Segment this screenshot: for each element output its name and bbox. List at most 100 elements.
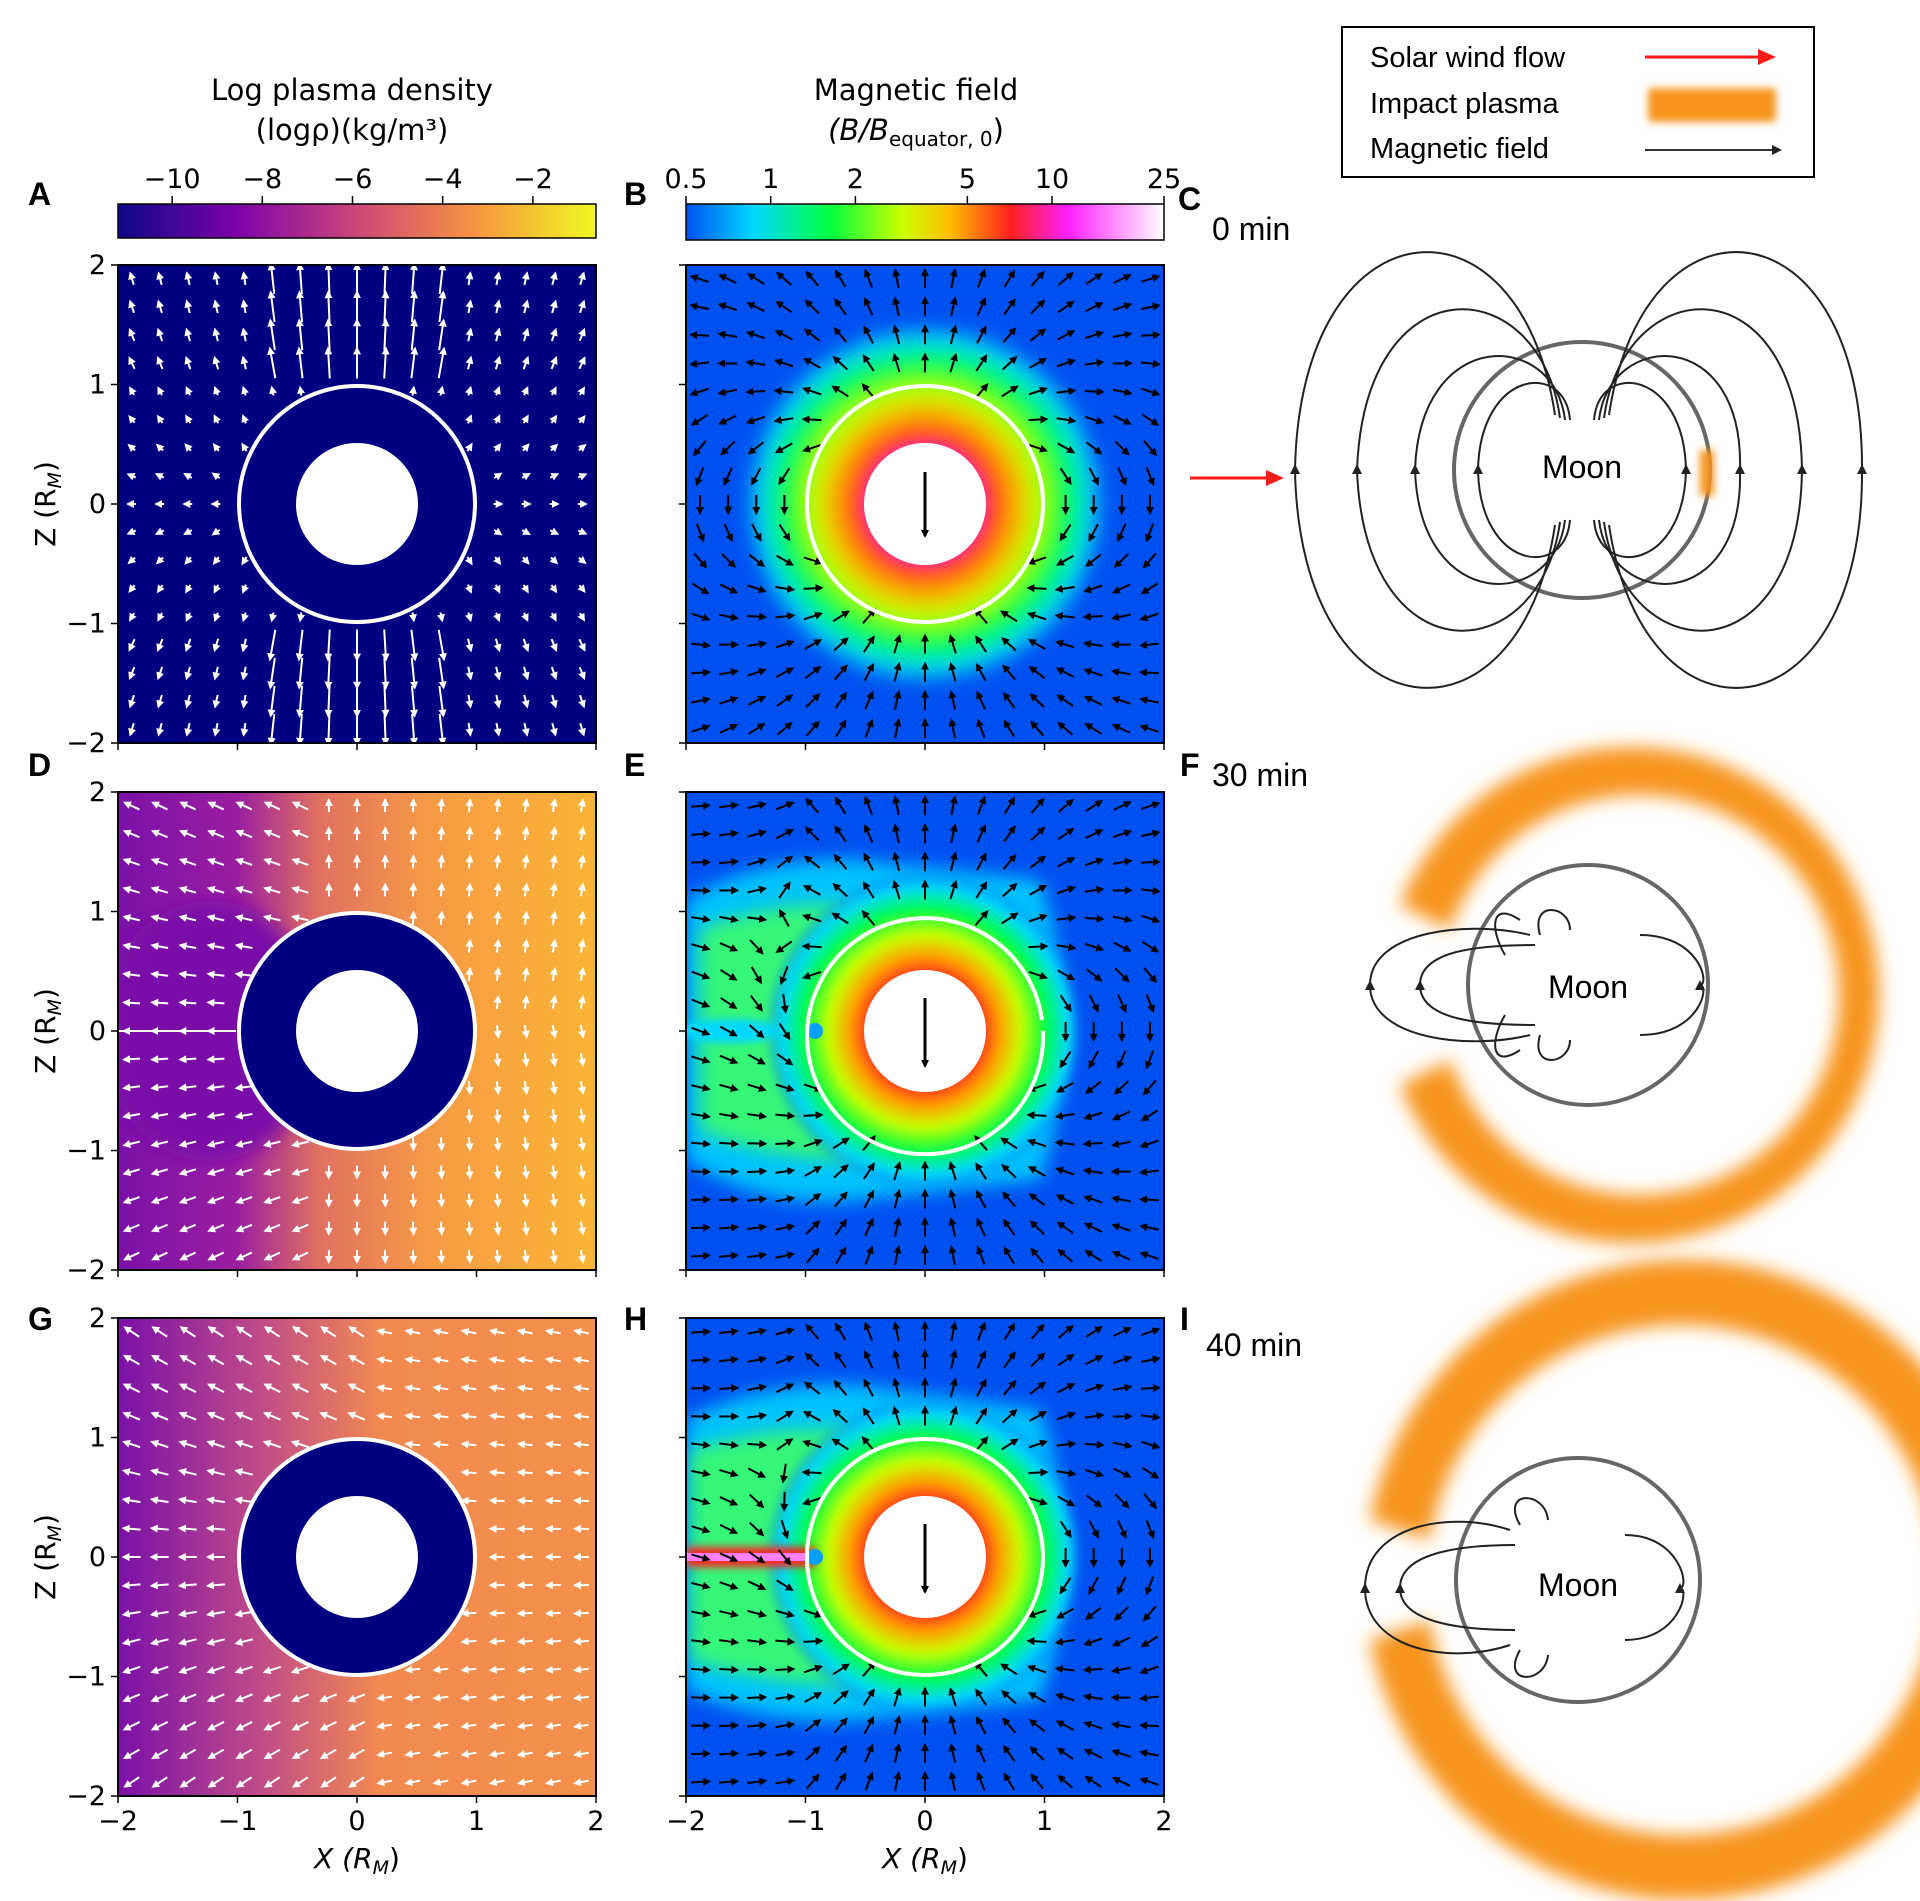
vector-arrow [695, 467, 705, 487]
vector-arrow [691, 1665, 712, 1674]
vector-arrow [156, 356, 164, 370]
vector-arrow [122, 829, 140, 839]
vector-arrow [1026, 1637, 1047, 1646]
vector-arrow [1113, 414, 1132, 425]
vector-arrow [465, 1165, 474, 1180]
vector-arrow [521, 299, 530, 314]
vector-arrow [1088, 994, 1099, 1013]
vector-arrow [719, 1749, 740, 1758]
vector-arrow [212, 694, 221, 709]
vector-arrow [493, 694, 502, 709]
vector-arrow [1085, 829, 1104, 840]
vector-arrow [778, 524, 791, 542]
vector-arrow [207, 1223, 225, 1233]
vector-arrow [804, 1192, 822, 1207]
vector-arrow [893, 718, 902, 738]
vector-arrow [207, 1251, 225, 1261]
vector-arrow [1002, 1218, 1016, 1236]
vector-arrow [1111, 668, 1131, 677]
vector-arrow [975, 354, 988, 372]
vector-arrow [1139, 696, 1159, 705]
vector-arrow [1114, 967, 1130, 983]
vector-arrow [516, 1327, 533, 1336]
vector-arrow [240, 666, 249, 681]
vector-arrow [493, 826, 502, 841]
vector-arrow [291, 1223, 309, 1233]
field-colorbar-tick-label: 2 [847, 164, 864, 195]
vector-arrow [1054, 612, 1075, 621]
vector-arrow [1029, 884, 1048, 896]
vector-arrow [409, 1249, 418, 1264]
y-tick-label: 2 [89, 1303, 106, 1334]
vector-arrow [549, 798, 558, 813]
vector-arrow [549, 722, 558, 737]
vector-arrow [976, 690, 986, 710]
vector-arrow [381, 318, 390, 351]
vector-arrow [122, 1748, 140, 1760]
vector-arrow [747, 885, 768, 894]
vector-arrow [1056, 1081, 1074, 1093]
vector-arrow [437, 854, 446, 869]
vector-arrow [1054, 1111, 1075, 1120]
vector-arrow [150, 1223, 168, 1233]
vector-arrow [1140, 1384, 1161, 1393]
vector-arrow [207, 829, 225, 839]
vector-arrow [465, 584, 473, 594]
vector-arrow [747, 914, 768, 923]
field-colorbar-tick-label: 0.5 [665, 164, 708, 195]
vector-arrow [150, 998, 169, 1007]
vector-arrow [516, 1665, 533, 1674]
vector-arrow [404, 1356, 421, 1364]
vector-arrow [719, 1523, 739, 1534]
vector-arrow [1084, 358, 1105, 367]
vector-arrow [207, 1354, 225, 1366]
vector-arrow [493, 442, 502, 452]
vector-arrow [432, 1750, 449, 1758]
vector-arrow [573, 1412, 590, 1421]
vector-arrow [493, 1053, 502, 1068]
vector-arrow [122, 1223, 140, 1233]
vector-arrow [235, 857, 253, 866]
field-colorbar-tick-label: 25 [1147, 164, 1181, 195]
vector-arrow [291, 1411, 310, 1421]
vector-arrow [348, 1776, 365, 1788]
vector-arrow [747, 1251, 768, 1260]
vector-arrow [690, 413, 709, 426]
field-colorbar-title: Magnetic field [814, 73, 1019, 107]
vector-arrow [206, 1496, 225, 1505]
vector-arrow [122, 1083, 141, 1092]
vector-arrow [235, 1721, 253, 1731]
field-colorbar: Magnetic field (B/Bequator, 0) 0.5 1 2 5 10 2… [665, 73, 1181, 241]
vector-arrow [1001, 637, 1017, 652]
vector-arrow [779, 908, 790, 927]
vector-arrow [717, 330, 738, 339]
vector-arrow [408, 612, 417, 623]
vector-arrow [1085, 800, 1103, 812]
vector-arrow [691, 1412, 712, 1421]
vector-arrow [319, 1383, 337, 1393]
vector-arrow [1055, 1194, 1075, 1205]
vector-arrow [432, 1412, 449, 1421]
vector-arrow [578, 798, 586, 813]
vector-arrow [460, 1468, 477, 1477]
vector-arrow [893, 1217, 902, 1237]
vector-arrow [1084, 857, 1105, 867]
vector-arrow [178, 1168, 197, 1176]
vector-arrow [376, 1721, 393, 1730]
vector-arrow [577, 584, 586, 594]
vector-arrow [267, 629, 277, 662]
vector-arrow [719, 668, 739, 677]
vector-arrow [720, 440, 736, 456]
vector-arrow [893, 690, 902, 710]
vector-arrow [544, 1665, 561, 1674]
vector-arrow [544, 1468, 561, 1477]
vector-arrow [1002, 883, 1018, 898]
vector-arrow [775, 1223, 796, 1232]
vector-arrow [235, 829, 253, 839]
vector-arrow [745, 415, 766, 425]
panel-h-field-arrows [691, 1321, 1161, 1791]
vector-arrow [834, 796, 847, 815]
vector-arrow [832, 883, 848, 898]
vector-arrow [549, 414, 558, 424]
vector-arrow [122, 1055, 141, 1064]
